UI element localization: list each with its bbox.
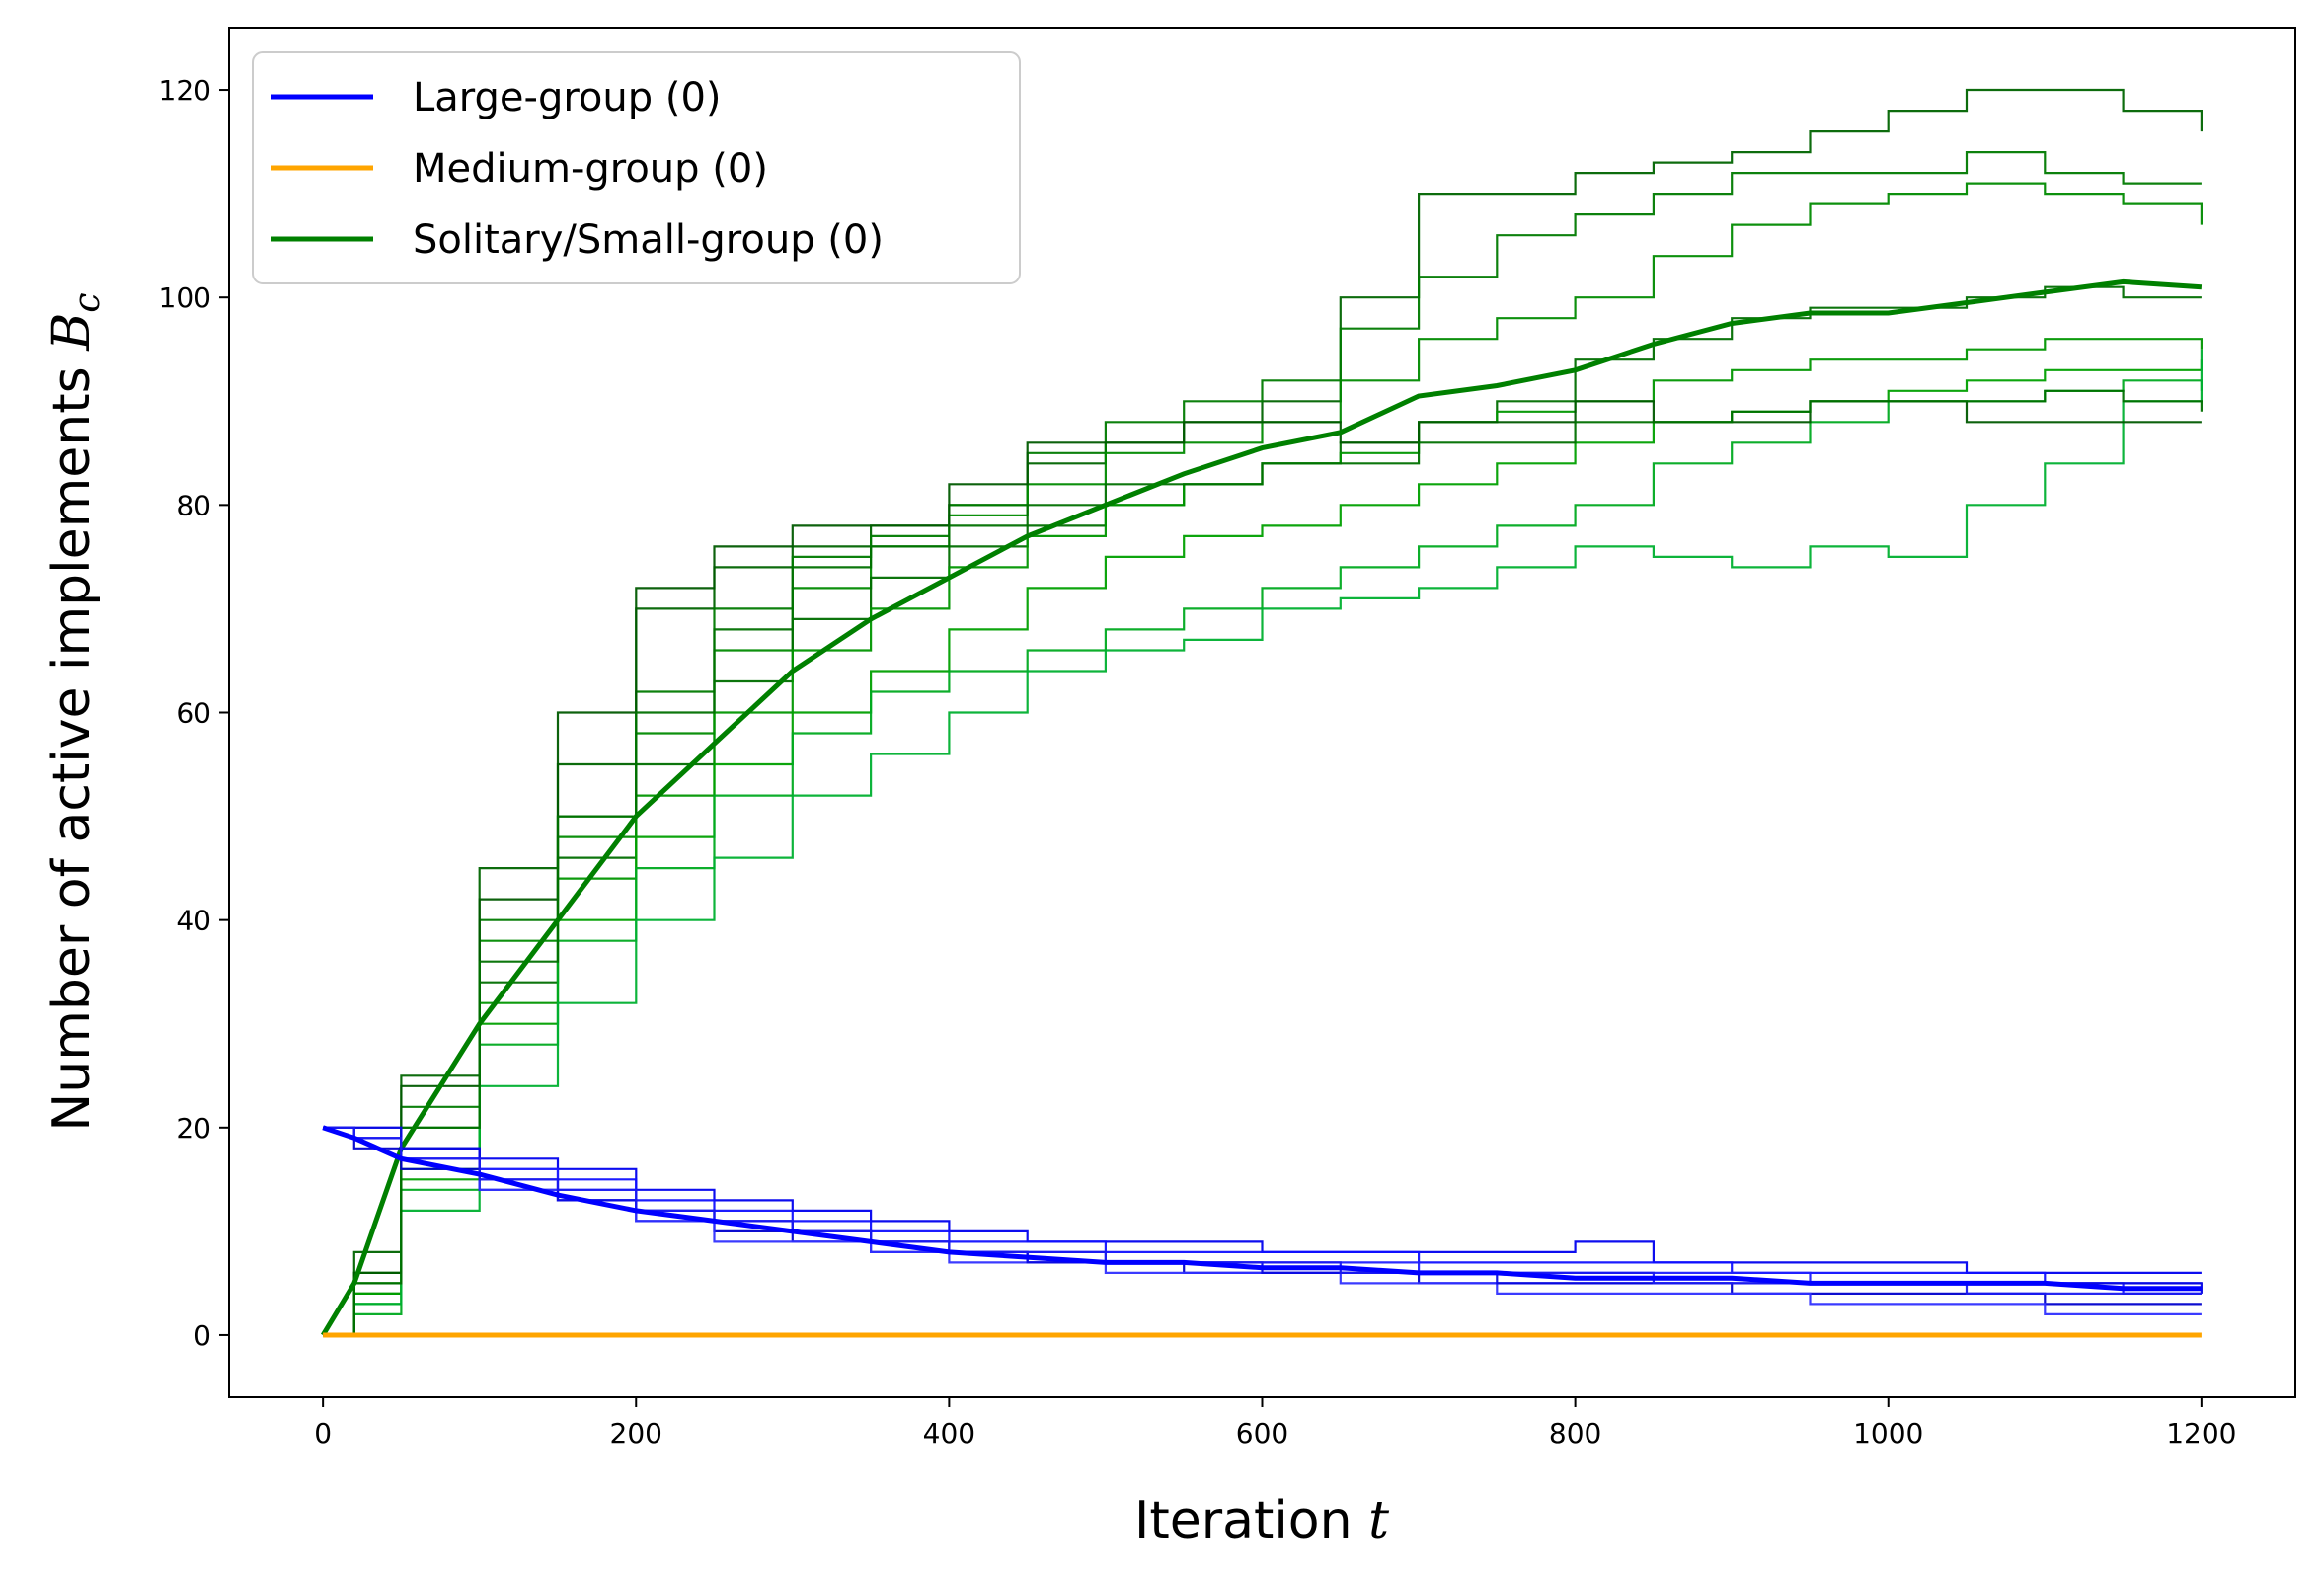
- y-tick-label: 120: [159, 74, 211, 107]
- series-mean-line: [322, 1125, 2202, 1292]
- series-run-line: [323, 182, 2203, 1337]
- legend-label: Solitary/Small-group (0): [413, 217, 884, 263]
- x-tick-label: 600: [1236, 1417, 1288, 1450]
- y-tick-label: 60: [176, 697, 211, 730]
- series-group: [320, 88, 2203, 1337]
- x-tick-label: 200: [610, 1417, 662, 1450]
- series-run-line: [323, 389, 2203, 1337]
- x-tick-label: 0: [314, 1417, 332, 1450]
- y-tick-label: 0: [194, 1319, 211, 1352]
- x-axis-ticks: 0 200 400 600 800 1000 1200: [314, 1397, 2236, 1450]
- legend-label: Medium-group (0): [413, 146, 768, 192]
- x-tick-label: 1200: [2166, 1417, 2236, 1450]
- y-tick-label: 80: [176, 489, 211, 521]
- y-axis-ticks: 0 20 40 60 80 100 120: [159, 74, 229, 1352]
- y-tick-label: 40: [176, 905, 211, 937]
- series-mean-line: [320, 278, 2203, 1337]
- x-tick-label: 800: [1549, 1417, 1601, 1450]
- x-tick-label: 400: [923, 1417, 975, 1450]
- series-group: [322, 1125, 2203, 1315]
- y-tick-label: 20: [176, 1112, 211, 1145]
- x-axis-label: Iteration t: [1134, 1491, 1389, 1550]
- y-axis-label: Number of active implements Bc: [42, 292, 108, 1131]
- y-tick-label: 100: [159, 281, 211, 314]
- series-run-line: [323, 349, 2203, 1337]
- legend: Large-group (0) Medium-group (0) Solitary/…: [252, 51, 1021, 284]
- series-layer: [320, 88, 2203, 1338]
- series-run-line: [323, 379, 2203, 1337]
- legend-box: [252, 51, 1021, 284]
- x-tick-label: 1000: [1853, 1417, 1923, 1450]
- series-run-line: [323, 400, 2202, 1337]
- legend-label: Large-group (0): [413, 75, 722, 120]
